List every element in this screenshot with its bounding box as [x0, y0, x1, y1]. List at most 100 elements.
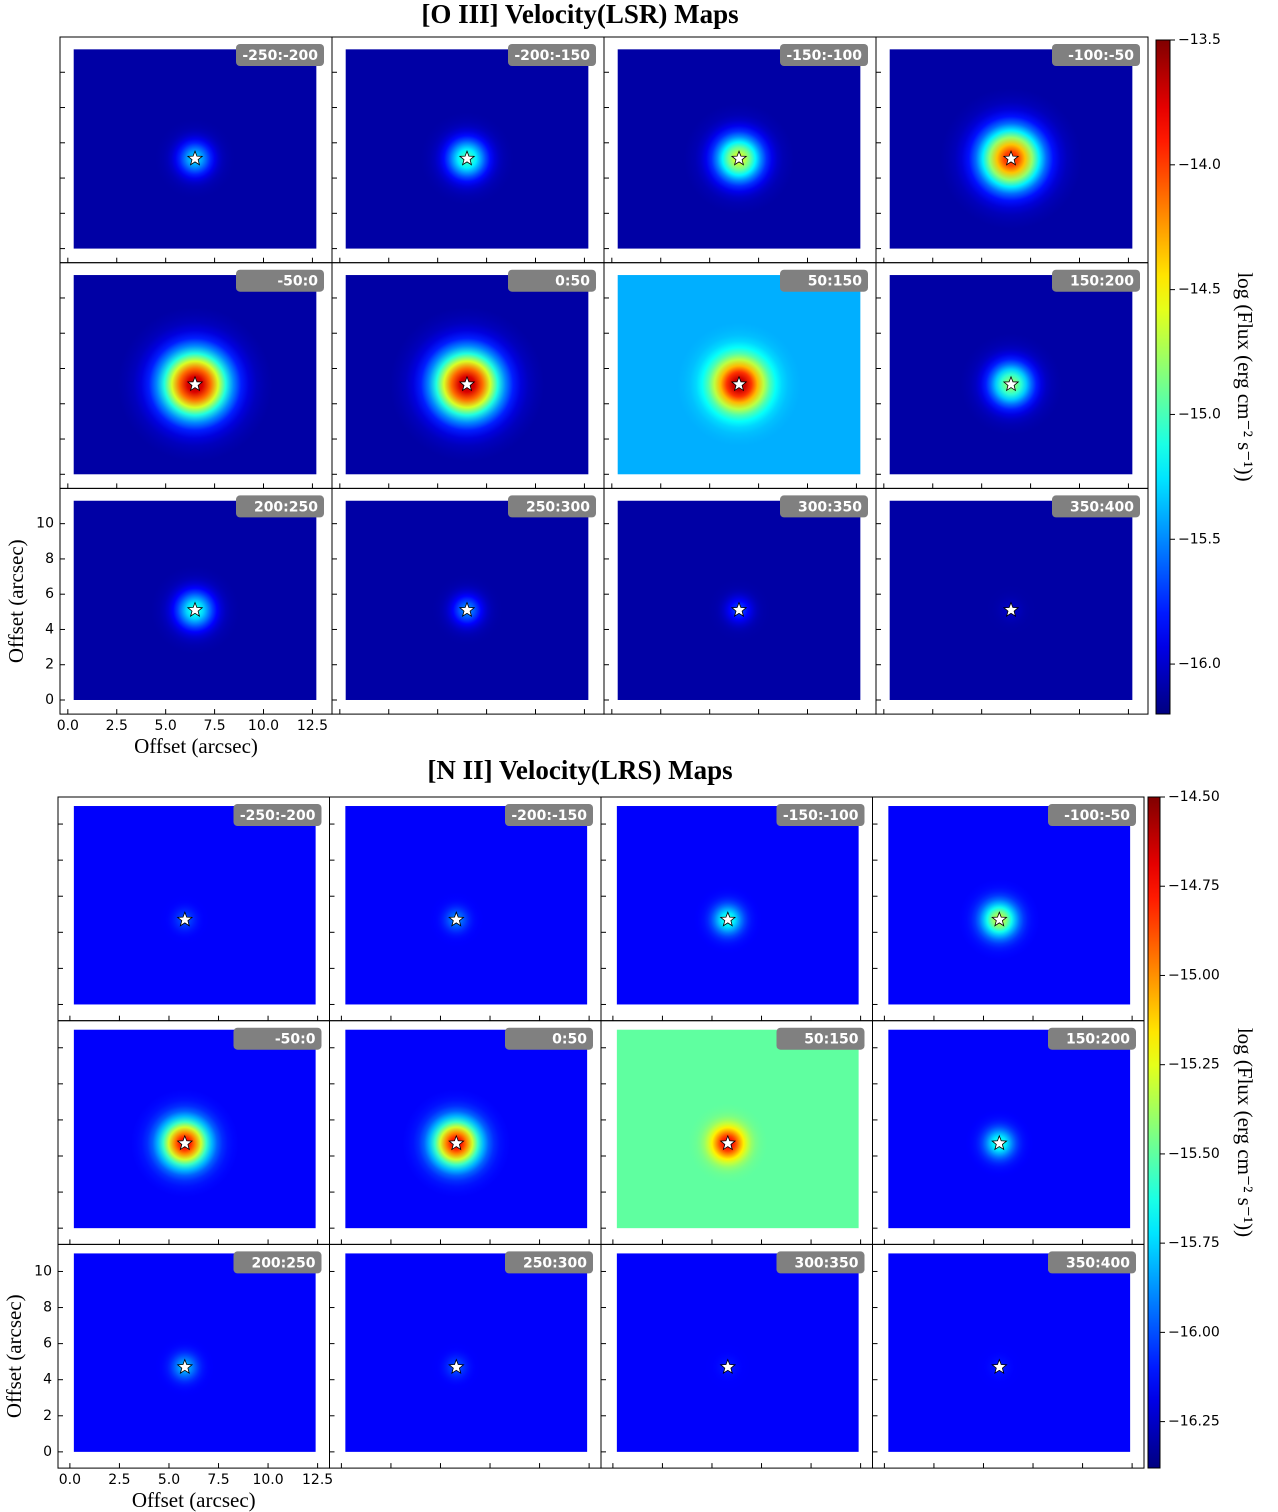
star-marker	[448, 1134, 465, 1151]
panel-frame	[872, 1243, 1145, 1469]
colorbar-tick-label: −15.75	[1168, 1235, 1220, 1251]
panel-label: 50:150	[804, 1032, 859, 1048]
star-marker	[186, 375, 204, 392]
colorbar-tick-label: −13.5	[1178, 32, 1221, 48]
panel-label-box	[233, 1251, 322, 1274]
colorbar-tick-label: −16.25	[1168, 1414, 1220, 1430]
star-marker	[719, 1358, 737, 1374]
panel-label: 350:400	[1066, 1255, 1130, 1271]
colorbar-label: log (Flux (erg cm⁻² s⁻¹))	[1233, 1028, 1257, 1237]
panel-label-box	[236, 495, 324, 518]
y-tick-label: 10	[34, 1263, 52, 1279]
star-marker	[176, 1358, 194, 1374]
panel: 250:300	[331, 487, 605, 715]
panel-label: 150:200	[1066, 1032, 1130, 1048]
panel-label-box	[508, 44, 596, 66]
x-axis-label: Offset (arcsec)	[134, 734, 258, 758]
panel-label-box	[233, 804, 322, 826]
colorbar-tick-label: −14.0	[1178, 157, 1221, 173]
panel-label: 0:50	[552, 1032, 587, 1048]
y-tick-label: 2	[43, 1408, 52, 1424]
chart-title: [N II] Velocity(LRS) Maps	[427, 755, 732, 785]
panel-label-box	[505, 1027, 593, 1050]
star-marker	[730, 375, 748, 392]
panel: -250:-200	[57, 796, 330, 1022]
panel-label-box	[1048, 1027, 1136, 1050]
star-marker	[991, 1134, 1008, 1151]
panel-label: -100:-50	[1064, 808, 1130, 824]
x-tick-label: 2.5	[108, 1472, 130, 1488]
star-marker	[1002, 150, 1020, 166]
y-tick-label: 10	[36, 516, 54, 532]
panel-label: -50:0	[277, 274, 318, 290]
panel: -200:-150	[329, 796, 602, 1022]
panel-label: -200:-150	[511, 808, 587, 824]
star-marker	[186, 150, 204, 166]
panel-label-box	[1052, 269, 1140, 292]
colorbar	[1155, 39, 1171, 715]
star-marker	[176, 1134, 194, 1151]
y-tick-label: 8	[43, 1300, 52, 1316]
x-tick-label: 12.5	[297, 718, 328, 734]
x-tick-label: 2.5	[106, 718, 128, 734]
panel-label-box	[505, 1251, 593, 1274]
colorbar-tick-label: −15.0	[1178, 406, 1221, 422]
y-tick-label: 4	[43, 1372, 52, 1388]
panel-label: 50:150	[808, 274, 863, 290]
x-tick-label: 10.0	[248, 718, 279, 734]
y-axis-label: Offset (arcsec)	[4, 539, 28, 663]
panel-frame	[875, 487, 1149, 715]
star-marker	[1002, 601, 1020, 617]
panel-label-box	[1048, 1251, 1136, 1274]
star-marker	[186, 601, 204, 617]
panel: -150:-100	[603, 36, 877, 264]
x-tick-label: 5.0	[158, 1472, 180, 1488]
panel: 150:200	[872, 1020, 1145, 1245]
panel-label: -250:-200	[242, 48, 318, 64]
panel-label: 250:300	[523, 1255, 587, 1271]
panel-label-box	[776, 1027, 865, 1050]
colorbar-tick-label: −15.25	[1168, 1057, 1220, 1073]
colorbar-tick-label: −15.5	[1178, 531, 1221, 547]
panel: -100:-50	[872, 796, 1145, 1022]
panel: -150:-100	[600, 796, 873, 1022]
panel: -200:-150	[331, 36, 605, 264]
panel-label: 0:50	[555, 274, 590, 290]
panel: 200:250 0.0 2.5 5.0 7.5 10.0 12.5 0 2 4 6 8 10 Offset…	[2, 1243, 333, 1512]
panel-label-box	[776, 804, 865, 826]
x-tick-label: 10.0	[252, 1472, 283, 1488]
y-axis-label: Offset (arcsec)	[2, 1294, 26, 1418]
star-marker	[458, 375, 476, 392]
colorbar-tick-label: −16.00	[1168, 1324, 1220, 1340]
x-axis-label: Offset (arcsec)	[132, 1488, 256, 1512]
panel: -50:0	[57, 1020, 330, 1245]
y-tick-label: 2	[45, 657, 54, 673]
panel-label-box	[236, 269, 324, 292]
panel: -50:0	[59, 262, 333, 489]
x-tick-label: 0.0	[57, 718, 79, 734]
y-tick-label: 0	[43, 1444, 52, 1460]
panel: 300:350	[603, 487, 877, 715]
colorbar-tick-label: −14.75	[1168, 878, 1220, 894]
panel: 50:150	[600, 1020, 873, 1245]
colorbar-label: log (Flux (erg cm⁻² s⁻¹))	[1233, 272, 1257, 481]
panel-label-box	[780, 44, 868, 66]
y-tick-label: 4	[45, 621, 54, 637]
panel-label-box	[233, 1027, 322, 1050]
star-marker	[448, 1358, 465, 1374]
star-marker	[1002, 375, 1020, 392]
star-marker	[176, 911, 194, 927]
panel-label-box	[505, 804, 593, 826]
colorbar-tick-label: −14.5	[1178, 282, 1221, 298]
panel-label-box	[776, 1251, 865, 1274]
panel: 250:300	[329, 1243, 602, 1469]
panel: 150:200	[875, 262, 1149, 489]
panel: -100:-50	[875, 36, 1149, 264]
panel-label-box	[780, 269, 868, 292]
y-tick-label: 0	[45, 692, 54, 708]
panel: 300:350	[600, 1243, 873, 1469]
panel-label: 200:250	[251, 1255, 315, 1271]
star-marker	[730, 601, 748, 617]
panel-label: 300:350	[798, 499, 862, 515]
